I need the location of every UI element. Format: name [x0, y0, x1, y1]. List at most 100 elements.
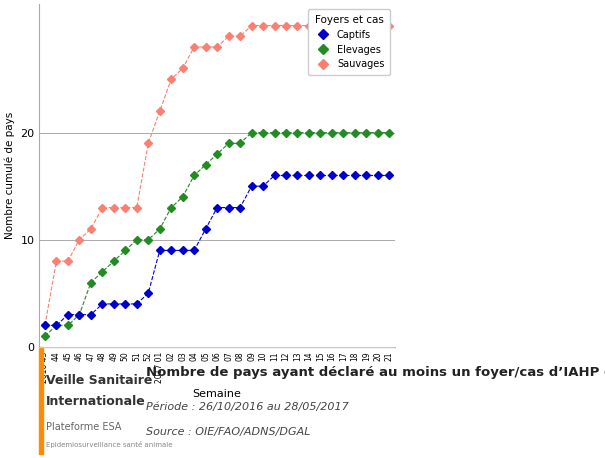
Elevages: [352, 130, 359, 136]
Captifs: [294, 173, 301, 178]
Sauvages: [122, 205, 129, 210]
Sauvages: [179, 65, 186, 71]
Captifs: [191, 248, 198, 253]
Elevages: [225, 141, 232, 146]
Sauvages: [168, 76, 175, 82]
Sauvages: [294, 23, 301, 28]
Sauvages: [53, 258, 60, 264]
Line: Elevages: Elevages: [42, 130, 392, 339]
Captifs: [283, 173, 290, 178]
Sauvages: [214, 44, 221, 50]
Sauvages: [64, 258, 71, 264]
Text: Plateforme ESA: Plateforme ESA: [47, 422, 122, 432]
Elevages: [237, 141, 244, 146]
Elevages: [168, 205, 175, 210]
Sauvages: [340, 23, 347, 28]
Text: Epidemiosurveillance santé animale: Epidemiosurveillance santé animale: [47, 441, 173, 448]
Sauvages: [374, 23, 382, 28]
Elevages: [64, 322, 71, 328]
Sauvages: [133, 205, 140, 210]
Captifs: [271, 173, 278, 178]
Sauvages: [363, 23, 370, 28]
Elevages: [145, 237, 152, 242]
Captifs: [363, 173, 370, 178]
Captifs: [179, 248, 186, 253]
Elevages: [53, 322, 60, 328]
Elevages: [191, 173, 198, 178]
Elevages: [99, 269, 106, 275]
Elevages: [306, 130, 313, 136]
Sauvages: [76, 237, 83, 242]
Captifs: [248, 183, 255, 189]
Text: Période : 26/10/2016 au 28/05/2017: Période : 26/10/2016 au 28/05/2017: [146, 403, 348, 413]
X-axis label: Semaine: Semaine: [192, 388, 241, 398]
Captifs: [122, 301, 129, 307]
Elevages: [122, 248, 129, 253]
Line: Captifs: Captifs: [42, 173, 392, 328]
Elevages: [87, 280, 94, 285]
Elevages: [110, 258, 117, 264]
Elevages: [271, 130, 278, 136]
Captifs: [53, 322, 60, 328]
Elevages: [385, 130, 393, 136]
Elevages: [340, 130, 347, 136]
Sauvages: [145, 141, 152, 146]
Elevages: [133, 237, 140, 242]
Captifs: [385, 173, 393, 178]
Elevages: [41, 333, 48, 339]
Captifs: [237, 205, 244, 210]
Sauvages: [385, 23, 393, 28]
Legend: Captifs, Elevages, Sauvages: Captifs, Elevages, Sauvages: [308, 9, 390, 75]
Bar: [39, 347, 43, 454]
Captifs: [110, 301, 117, 307]
Captifs: [202, 226, 209, 232]
Sauvages: [156, 109, 163, 114]
Sauvages: [99, 205, 106, 210]
Captifs: [168, 248, 175, 253]
Line: Sauvages: Sauvages: [42, 23, 392, 328]
Captifs: [87, 312, 94, 317]
Sauvages: [329, 23, 336, 28]
Sauvages: [317, 23, 324, 28]
Captifs: [214, 205, 221, 210]
Y-axis label: Nombre cumulé de pays: Nombre cumulé de pays: [4, 112, 15, 239]
Captifs: [225, 205, 232, 210]
Text: Nombre de pays ayant déclaré au moins un foyer/cas d’IAHP en Europe: Nombre de pays ayant déclaré au moins un…: [146, 366, 605, 379]
Captifs: [260, 183, 267, 189]
Captifs: [145, 290, 152, 296]
Captifs: [317, 173, 324, 178]
Elevages: [374, 130, 382, 136]
Elevages: [329, 130, 336, 136]
Text: Internationale: Internationale: [47, 395, 146, 408]
Elevages: [248, 130, 255, 136]
Elevages: [363, 130, 370, 136]
Elevages: [283, 130, 290, 136]
Text: Source : OIE/FAO/ADNS/DGAL: Source : OIE/FAO/ADNS/DGAL: [146, 427, 310, 437]
Captifs: [340, 173, 347, 178]
Elevages: [294, 130, 301, 136]
Sauvages: [352, 23, 359, 28]
Sauvages: [283, 23, 290, 28]
Captifs: [374, 173, 382, 178]
Sauvages: [260, 23, 267, 28]
Captifs: [306, 173, 313, 178]
Captifs: [329, 173, 336, 178]
Sauvages: [202, 44, 209, 50]
Sauvages: [237, 33, 244, 39]
Sauvages: [248, 23, 255, 28]
Captifs: [76, 312, 83, 317]
Elevages: [179, 194, 186, 200]
Captifs: [133, 301, 140, 307]
Sauvages: [271, 23, 278, 28]
Elevages: [156, 226, 163, 232]
Elevages: [76, 312, 83, 317]
Sauvages: [110, 205, 117, 210]
Captifs: [41, 322, 48, 328]
Elevages: [317, 130, 324, 136]
Sauvages: [306, 23, 313, 28]
Captifs: [156, 248, 163, 253]
Elevages: [202, 162, 209, 168]
Elevages: [214, 151, 221, 157]
Sauvages: [87, 226, 94, 232]
Captifs: [99, 301, 106, 307]
